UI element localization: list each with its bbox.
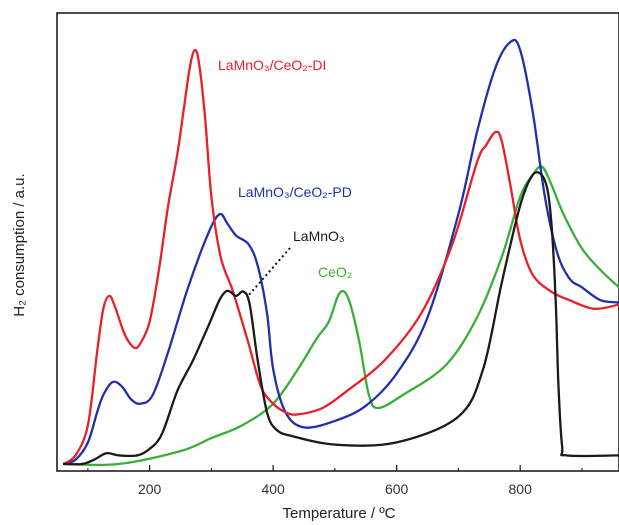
series-label-lamno3: LaMnO₃ [293,228,345,244]
series-label-lamno3-ceo2-pd: LaMnO₃/CeO₂-PD [238,184,352,200]
series-line-3 [63,165,619,467]
series-line-2 [63,171,619,466]
y-axis-title: H₂ consumption / a.u. [11,173,28,316]
x-axis: 200 400 600 800 [87,465,583,497]
x-tick-label: 200 [138,481,162,497]
x-tick-label: 800 [509,481,533,497]
series-label-lamno3-ceo2-di: LaMnO₃/CeO₂-DI [218,57,326,73]
series-layer [62,38,619,467]
lamno3-leader-line [247,247,291,297]
x-tick-label: 600 [385,481,409,497]
x-tick-label: 400 [261,481,285,497]
series-line-0 [62,48,619,466]
series-line-1 [62,38,619,466]
plot-frame [56,12,619,472]
x-axis-title: Temperature / ºC [282,505,395,522]
series-label-ceo2: CeO₂ [318,264,352,280]
